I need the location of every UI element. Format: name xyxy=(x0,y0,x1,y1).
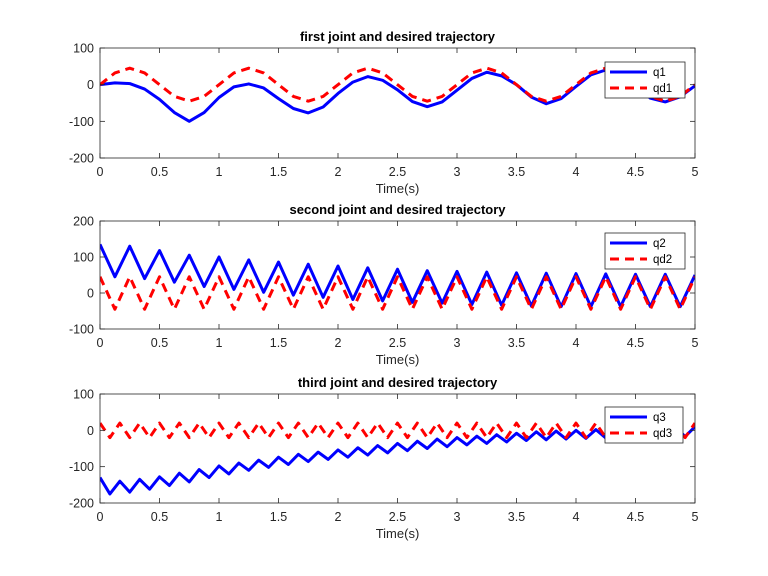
x-tick-label: 0.5 xyxy=(151,336,168,350)
x-tick-label: 1 xyxy=(216,165,223,179)
x-tick-label: 1.5 xyxy=(270,510,287,524)
x-tick-label: 3 xyxy=(454,165,461,179)
legend-label-q1: q1 xyxy=(653,67,666,79)
y-tick-label: 100 xyxy=(73,42,94,56)
x-tick-label: 4 xyxy=(573,510,580,524)
y-tick-label: 0 xyxy=(87,424,94,438)
x-tick-label: 5 xyxy=(692,510,699,524)
legend-label-q2: q2 xyxy=(653,238,666,250)
series-line-q1 xyxy=(100,68,695,123)
x-tick-label: 2.5 xyxy=(389,165,406,179)
x-tick-label: 1.5 xyxy=(270,336,287,350)
x-tick-label: 1 xyxy=(216,510,223,524)
y-tick-label: 200 xyxy=(73,215,94,229)
y-tick-label: -100 xyxy=(69,323,94,337)
subplot-2: second joint and desired trajectory 0 0.5 1… xyxy=(69,202,699,367)
legend-label-qd3: qd3 xyxy=(653,428,672,440)
legend-label-q3: q3 xyxy=(653,412,666,424)
subplot-3: third joint and desired trajectory 0 0.5 1 1… xyxy=(69,375,699,541)
series-line-qd2 xyxy=(100,275,695,311)
chart-title: second joint and desired trajectory xyxy=(290,202,507,217)
x-tick-label: 0.5 xyxy=(151,510,168,524)
x-tick-label: 5 xyxy=(692,336,699,350)
x-tick-label: 3 xyxy=(454,336,461,350)
x-tick-label: 2.5 xyxy=(389,510,406,524)
x-axis-label: Time(s) xyxy=(376,352,420,367)
legend-label-qd2: qd2 xyxy=(653,254,672,266)
x-tick-label: 0 xyxy=(97,336,104,350)
y-tick-label: -200 xyxy=(69,152,94,166)
x-tick-label: 1.5 xyxy=(270,165,287,179)
y-tick-label: 100 xyxy=(73,251,94,265)
x-tick-label: 3.5 xyxy=(508,510,525,524)
x-tick-label: 3.5 xyxy=(508,165,525,179)
x-axis-label: Time(s) xyxy=(376,526,420,541)
x-tick-label: 3 xyxy=(454,510,461,524)
x-tick-label: 0.5 xyxy=(151,165,168,179)
x-tick-label: 3.5 xyxy=(508,336,525,350)
x-tick-label: 2 xyxy=(335,165,342,179)
y-tick-label: 0 xyxy=(87,78,94,92)
x-tick-label: 0 xyxy=(97,510,104,524)
x-tick-label: 2.5 xyxy=(389,336,406,350)
y-tick-label: -100 xyxy=(69,115,94,129)
x-tick-label: 4 xyxy=(573,165,580,179)
x-tick-label: 4 xyxy=(573,336,580,350)
x-tick-label: 4.5 xyxy=(627,510,644,524)
x-tick-label: 0 xyxy=(97,165,104,179)
y-tick-label: 0 xyxy=(87,287,94,301)
x-tick-label: 2 xyxy=(335,510,342,524)
series-line-q3 xyxy=(100,425,695,496)
legend-box xyxy=(604,406,684,444)
x-tick-label: 2 xyxy=(335,336,342,350)
legend-label-qd1: qd1 xyxy=(653,83,672,95)
x-tick-label: 4.5 xyxy=(627,165,644,179)
y-tick-label: -200 xyxy=(69,497,94,511)
chart-title: third joint and desired trajectory xyxy=(298,375,498,390)
legend-box xyxy=(604,232,686,270)
legend-box xyxy=(604,61,686,99)
series-line-qd3 xyxy=(100,421,695,440)
series-line-qd1 xyxy=(100,66,695,103)
x-tick-label: 4.5 xyxy=(627,336,644,350)
chart-title: first joint and desired trajectory xyxy=(300,29,496,44)
y-tick-label: -100 xyxy=(69,460,94,474)
x-tick-label: 1 xyxy=(216,336,223,350)
subplot-1: first joint and desired trajectory 0 0.5 1 1… xyxy=(69,29,699,196)
y-tick-label: 100 xyxy=(73,388,94,402)
x-tick-label: 5 xyxy=(692,165,699,179)
x-axis-label: Time(s) xyxy=(376,181,420,196)
